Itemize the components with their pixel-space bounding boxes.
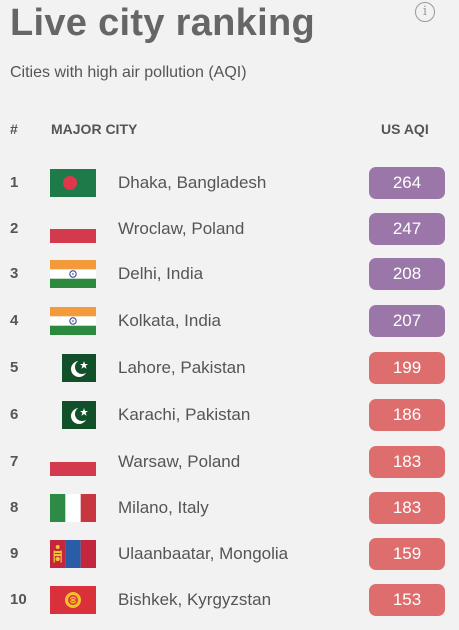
page-subtitle: Cities with high air pollution (AQI) bbox=[10, 64, 247, 81]
info-icon[interactable]: i bbox=[415, 2, 435, 22]
rank-number: 10 bbox=[10, 591, 27, 608]
flag-mongolia-icon bbox=[50, 540, 96, 568]
table-row[interactable]: 9 Ulaanbaatar, Mongolia 159 bbox=[0, 531, 459, 577]
aqi-badge: 199 bbox=[369, 352, 445, 384]
city-link[interactable]: Ulaanbaatar, Mongolia bbox=[118, 544, 289, 563]
flag-pakistan-icon bbox=[62, 354, 96, 382]
rank-number: 8 bbox=[10, 499, 19, 516]
column-header-rank: # bbox=[10, 121, 18, 137]
aqi-badge: 247 bbox=[369, 213, 445, 245]
rank-number: 3 bbox=[10, 265, 19, 282]
rank-number: 6 bbox=[10, 406, 19, 423]
page-title: Live city ranking bbox=[10, 2, 315, 44]
aqi-badge: 208 bbox=[369, 258, 445, 290]
table-row[interactable]: 2 Wroclaw, Poland 247 bbox=[0, 206, 459, 252]
flag-pakistan-icon bbox=[62, 401, 96, 429]
city-link[interactable]: Karachi, Pakistan bbox=[118, 405, 251, 424]
flag-poland-icon bbox=[50, 215, 96, 243]
table-row[interactable]: 7 Warsaw, Poland 183 bbox=[0, 439, 459, 485]
city-link[interactable]: Dhaka, Bangladesh bbox=[118, 173, 267, 192]
flag-india-icon bbox=[50, 307, 96, 335]
city-link[interactable]: Milano, Italy bbox=[118, 498, 209, 517]
table-row[interactable]: 8 Milano, Italy 183 bbox=[0, 485, 459, 531]
table-row[interactable]: 10 Bishkek, Kyrgyzstan 153 bbox=[0, 577, 459, 623]
rank-number: 1 bbox=[10, 174, 19, 191]
flag-india-icon bbox=[50, 260, 96, 288]
table-row[interactable]: 5 Lahore, Pakistan 199 bbox=[0, 345, 459, 391]
aqi-badge: 207 bbox=[369, 305, 445, 337]
rank-number: 2 bbox=[10, 220, 19, 237]
city-link[interactable]: Warsaw, Poland bbox=[118, 452, 241, 471]
rank-number: 9 bbox=[10, 545, 19, 562]
column-header-aqi: US AQI bbox=[381, 121, 429, 137]
table-row[interactable]: 3 Delhi, India 208 bbox=[0, 251, 459, 297]
flag-bangladesh-icon bbox=[50, 169, 96, 197]
city-link[interactable]: Kolkata, India bbox=[118, 311, 222, 330]
city-link[interactable]: Wroclaw, Poland bbox=[118, 219, 245, 238]
rank-number: 4 bbox=[10, 312, 19, 329]
table-row[interactable]: 6 Karachi, Pakistan 186 bbox=[0, 392, 459, 438]
column-header-city: MAJOR CITY bbox=[51, 121, 138, 137]
rank-number: 7 bbox=[10, 453, 19, 470]
aqi-badge: 186 bbox=[369, 399, 445, 431]
aqi-badge: 153 bbox=[369, 584, 445, 616]
aqi-badge: 264 bbox=[369, 167, 445, 199]
city-link[interactable]: Bishkek, Kyrgyzstan bbox=[118, 590, 272, 609]
aqi-badge: 159 bbox=[369, 538, 445, 570]
flag-poland-icon bbox=[50, 448, 96, 476]
aqi-badge: 183 bbox=[369, 492, 445, 524]
city-link[interactable]: Lahore, Pakistan bbox=[118, 358, 246, 377]
aqi-badge: 183 bbox=[369, 446, 445, 478]
table-row[interactable]: 4 Kolkata, India 207 bbox=[0, 298, 459, 344]
city-link[interactable]: Delhi, India bbox=[118, 264, 204, 283]
flag-italy-icon bbox=[50, 494, 96, 522]
flag-kyrgyzstan-icon bbox=[50, 586, 96, 614]
table-row[interactable]: 1 Dhaka, Bangladesh 264 bbox=[0, 160, 459, 206]
rank-number: 5 bbox=[10, 359, 19, 376]
